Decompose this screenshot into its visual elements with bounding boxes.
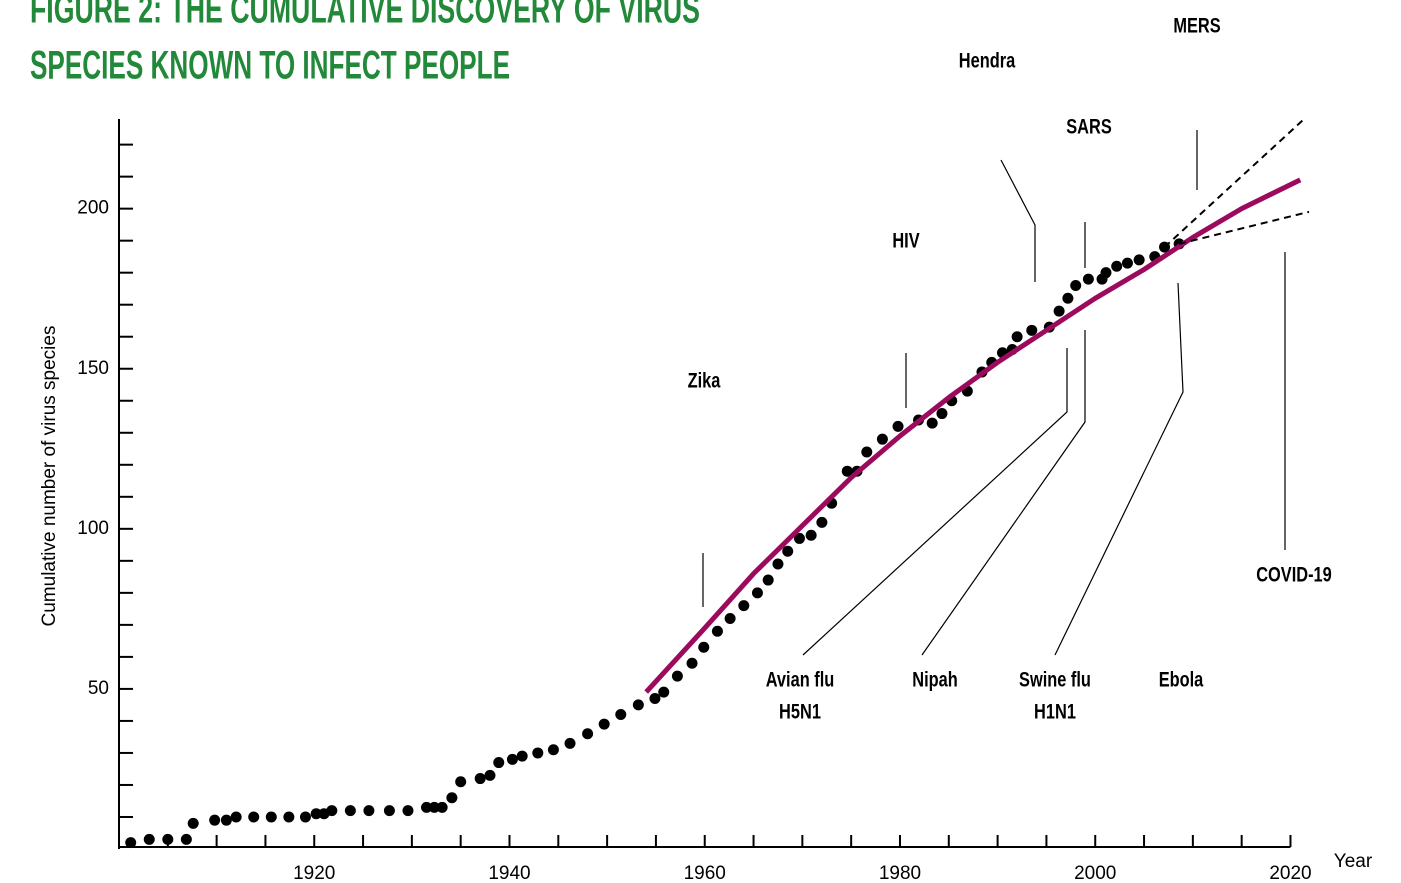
projection-line [1179, 212, 1309, 244]
y-tick-label: 150 [77, 358, 109, 379]
data-point [363, 805, 374, 816]
fit-curve [646, 180, 1300, 692]
x-axis-label: Year [1334, 851, 1373, 872]
data-point [326, 805, 337, 816]
projection-line [1165, 119, 1305, 247]
data-point [162, 834, 173, 845]
annotation: Ebola [1159, 668, 1204, 691]
data-point [649, 693, 660, 704]
data-point [475, 773, 486, 784]
data-point [772, 559, 783, 570]
data-point [248, 811, 259, 822]
data-point [181, 834, 192, 845]
data-point [1100, 267, 1111, 278]
data-point [446, 792, 457, 803]
y-tick-label: 100 [77, 518, 109, 539]
data-point [687, 658, 698, 669]
data-point [1070, 280, 1081, 291]
leader-line [922, 330, 1085, 655]
data-point [300, 811, 311, 822]
data-point [698, 642, 709, 653]
data-point [615, 709, 626, 720]
data-point [936, 408, 947, 419]
data-point [209, 815, 220, 826]
data-point [283, 811, 294, 822]
x-tick-label: 1980 [879, 863, 921, 883]
y-axis-label: Cumulative number of virus species [39, 326, 60, 627]
data-point [266, 811, 277, 822]
data-point [402, 805, 413, 816]
data-point [484, 770, 495, 781]
leader-line [1001, 160, 1035, 282]
annotation: H5N1 [779, 700, 821, 723]
data-point [582, 728, 593, 739]
x-tick-label: 1960 [684, 863, 726, 883]
data-point [806, 530, 817, 541]
data-point [437, 802, 448, 813]
data-point [565, 738, 576, 749]
x-tick-label: 2020 [1269, 863, 1311, 883]
data-point [1134, 254, 1145, 265]
data-point [1062, 293, 1073, 304]
data-point [1012, 331, 1023, 342]
chart-title: FIGURE 2: THE CUMULATIVE DISCOVERY OF VI… [30, 0, 700, 32]
data-point [125, 837, 136, 848]
data-point [1111, 261, 1122, 272]
data-point [231, 811, 242, 822]
data-point [658, 687, 669, 698]
data-point [1122, 258, 1133, 269]
annotation: Avian flu [766, 668, 835, 691]
y-tick-label: 200 [77, 198, 109, 219]
data-point [221, 815, 232, 826]
data-point [455, 776, 466, 787]
data-point [1083, 274, 1094, 285]
y-tick-label: 50 [88, 678, 109, 699]
data-point [507, 754, 518, 765]
x-tick-label: 1920 [293, 863, 335, 883]
leader-line [1055, 283, 1183, 655]
data-point [532, 747, 543, 758]
annotation: Swine flu [1019, 668, 1091, 691]
data-point [144, 834, 155, 845]
data-point [782, 546, 793, 557]
data-point [672, 671, 683, 682]
data-point [752, 587, 763, 598]
chart-title: SPECIES KNOWN TO INFECT PEOPLE [30, 44, 510, 88]
annotation: Nipah [912, 668, 958, 691]
x-tick-label: 2000 [1074, 863, 1116, 883]
data-point [738, 600, 749, 611]
data-point [548, 744, 559, 755]
data-point [927, 418, 938, 429]
data-point [877, 434, 888, 445]
annotation: HIV [892, 229, 920, 252]
x-tick-label: 1940 [488, 863, 530, 883]
data-point [712, 626, 723, 637]
annotation: Zika [688, 369, 721, 392]
data-point [345, 805, 356, 816]
data-point [725, 613, 736, 624]
data-point [493, 757, 504, 768]
leader-line [803, 348, 1067, 655]
data-point [384, 805, 395, 816]
data-point [1026, 325, 1037, 336]
data-point [816, 517, 827, 528]
annotation: MERS [1173, 14, 1220, 37]
annotation: H1N1 [1034, 700, 1076, 723]
chart: FIGURE 2: THE CUMULATIVE DISCOVERY OF VI… [0, 0, 1401, 883]
data-point [188, 818, 199, 829]
data-point [763, 575, 774, 586]
annotation: COVID-19 [1256, 563, 1332, 586]
data-point [1054, 306, 1065, 317]
data-point [893, 421, 904, 432]
data-point [633, 699, 644, 710]
data-point [861, 446, 872, 457]
data-point [517, 751, 528, 762]
annotation: Hendra [959, 49, 1016, 72]
annotation: SARS [1066, 115, 1112, 138]
data-point [599, 719, 610, 730]
